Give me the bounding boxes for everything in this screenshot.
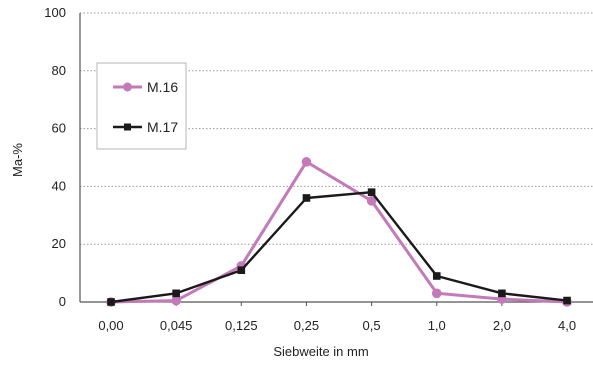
data-point: [498, 289, 506, 298]
axes: [79, 13, 593, 303]
x-tick-label: 2,0: [493, 318, 511, 333]
series-line: [110, 160, 568, 304]
legend: M.16 M.17: [96, 62, 187, 150]
series-line: [110, 190, 568, 304]
x-tick-label: 0,045: [160, 318, 193, 333]
legend-label: M.16: [147, 79, 178, 95]
x-tick-label: 1,0: [428, 318, 446, 333]
data-point: [107, 298, 115, 306]
y-tick-label: 100: [44, 5, 66, 20]
y-axis-label: Ma-%: [10, 143, 25, 177]
data-point: [431, 288, 442, 299]
y-tick-label: 80: [52, 63, 66, 78]
data-point: [366, 196, 377, 206]
data-point: [171, 295, 181, 306]
data-point: [367, 188, 376, 196]
data-point: [432, 272, 441, 280]
x-axis-label: Siebweite in mm: [273, 344, 368, 359]
x-tick-label: 0,125: [225, 318, 258, 333]
x-tick-label: 0,5: [363, 318, 381, 333]
x-tick-label: 0,00: [98, 318, 123, 333]
data-point: [563, 296, 571, 305]
y-tick-label: 40: [52, 178, 66, 193]
data-point: [172, 289, 180, 298]
legend-label: M.17: [147, 119, 178, 135]
data-point: [302, 194, 311, 202]
y-tick-label: 0: [59, 294, 66, 309]
data-point: [237, 266, 246, 275]
x-tick-label: 0,25: [294, 318, 319, 333]
legend-marker: [124, 123, 131, 131]
series-layer: [106, 157, 572, 307]
legend-box: [96, 62, 187, 150]
data-point: [301, 157, 312, 167]
y-tick-labels: 0 20 40 60 80 100: [44, 5, 66, 309]
legend-marker: [123, 82, 132, 92]
x-tick-labels: 0,00 0,045 0,125 0,25 0,5 1,0 2,0 4,0: [98, 302, 576, 333]
x-tick-label: 4,0: [558, 318, 576, 333]
y-tick-label: 60: [52, 121, 66, 136]
y-tick-label: 20: [52, 236, 66, 251]
